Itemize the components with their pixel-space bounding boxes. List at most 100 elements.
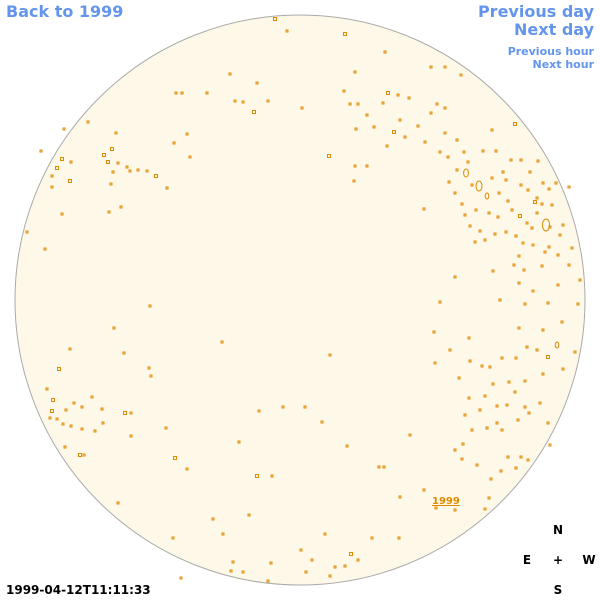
feature-contour <box>540 202 544 206</box>
feature-contour <box>501 170 505 174</box>
feature-contour <box>165 186 169 190</box>
feature-contour <box>554 181 558 185</box>
feature-contour <box>498 298 502 302</box>
feature-contour <box>353 164 357 168</box>
feature-contour <box>453 448 457 452</box>
feature-contour <box>343 564 347 568</box>
feature-contour <box>110 147 114 151</box>
feature-contour <box>78 453 82 457</box>
feature-contour <box>489 477 493 481</box>
feature-contour <box>299 548 303 552</box>
feature-contour <box>473 240 477 244</box>
feature-contour <box>448 348 452 352</box>
feature-contour <box>460 457 464 461</box>
feature-contour <box>136 168 140 172</box>
feature-contour <box>231 560 235 564</box>
feature-contour <box>304 570 308 574</box>
previous-day-link[interactable]: Previous day <box>477 2 594 21</box>
compass-center-icon: + <box>552 553 564 567</box>
feature-contour <box>101 421 105 425</box>
feature-contour <box>116 161 120 165</box>
feature-contour <box>310 558 314 562</box>
compass-west-label: W <box>582 553 596 567</box>
feature-contour <box>509 158 513 162</box>
next-day-link[interactable]: Next day <box>514 20 594 39</box>
next-hour-link[interactable]: Next hour <box>532 58 595 71</box>
feature-contour <box>220 340 224 344</box>
feature-contour <box>506 199 510 203</box>
feature-contour <box>114 131 118 135</box>
feature-contour <box>323 532 327 536</box>
feature-contour <box>506 455 510 459</box>
feature-contour <box>495 421 499 425</box>
feature-contour <box>560 320 564 324</box>
feature-contour <box>173 456 177 460</box>
feature-contour <box>241 100 245 104</box>
feature-contour <box>69 424 73 428</box>
feature-contour <box>60 157 64 161</box>
feature-contours-layer <box>25 17 582 583</box>
feature-contour <box>541 328 545 332</box>
feature-contour <box>48 416 52 420</box>
feature-contour <box>432 330 436 334</box>
feature-contour <box>475 180 483 192</box>
feature-contour <box>63 445 67 449</box>
feature-contour <box>460 202 464 206</box>
feature-contour <box>483 507 487 511</box>
feature-contour <box>570 246 574 250</box>
feature-contour <box>475 463 479 467</box>
feature-contour <box>531 289 535 293</box>
feature-contour <box>281 405 285 409</box>
feature-contour <box>504 178 508 182</box>
feature-contour <box>516 418 520 422</box>
feature-contour <box>188 155 192 159</box>
feature-contour <box>102 153 106 157</box>
feature-contour <box>550 203 554 207</box>
feature-contour <box>485 426 489 430</box>
feature-contour <box>408 433 412 437</box>
feature-contour <box>567 185 571 189</box>
feature-contour <box>455 138 459 142</box>
feature-contour <box>356 558 360 562</box>
year-annotation-link[interactable]: 1999 <box>432 496 460 507</box>
solar-disk <box>14 14 586 586</box>
feature-contour <box>519 455 523 459</box>
feature-contour <box>514 466 518 470</box>
feature-contour <box>300 106 304 110</box>
feature-contour <box>129 434 133 438</box>
feature-contour <box>467 336 471 340</box>
feature-contour <box>526 458 530 462</box>
feature-contour <box>86 120 90 124</box>
feature-contour <box>50 409 54 413</box>
feature-contour <box>470 183 474 187</box>
feature-contour <box>370 536 374 540</box>
feature-contour <box>185 132 189 136</box>
feature-contour <box>392 130 396 134</box>
feature-contour <box>398 495 402 499</box>
feature-contour <box>543 250 547 254</box>
feature-contour <box>556 283 560 287</box>
feature-contour <box>505 403 509 407</box>
feature-contour <box>514 234 518 238</box>
feature-contour <box>51 398 55 402</box>
back-to-year-link[interactable]: Back to 1999 <box>6 2 124 21</box>
feature-contour <box>352 179 356 183</box>
feature-contour <box>523 379 527 383</box>
feature-contour <box>403 135 407 139</box>
feature-contour <box>211 517 215 521</box>
feature-contour <box>527 411 531 415</box>
feature-contour <box>523 302 527 306</box>
feature-contour <box>68 179 72 183</box>
feature-contour <box>119 205 123 209</box>
feature-contour <box>269 561 273 565</box>
feature-contour <box>61 422 65 426</box>
feature-contour <box>500 428 504 432</box>
previous-hour-link[interactable]: Previous hour <box>507 45 594 58</box>
feature-contour <box>513 122 517 126</box>
feature-contour <box>517 254 521 258</box>
feature-contour <box>205 91 209 95</box>
feature-contour <box>90 395 94 399</box>
feature-contour <box>149 374 153 378</box>
feature-contour <box>461 442 465 446</box>
feature-contour <box>443 65 447 69</box>
